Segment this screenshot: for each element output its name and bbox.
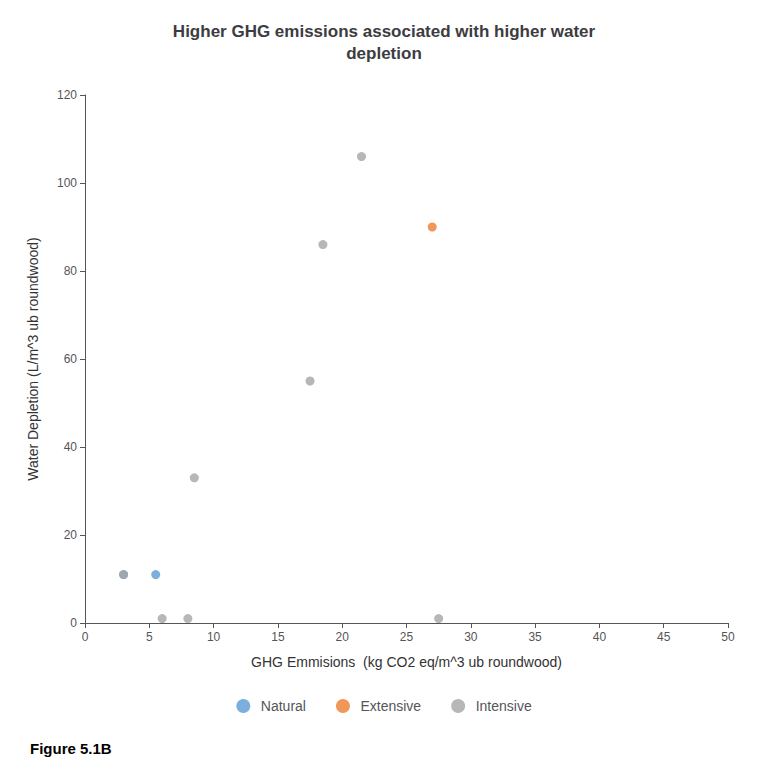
svg-text:45: 45 (657, 630, 671, 644)
svg-text:100: 100 (57, 176, 77, 190)
svg-text:40: 40 (64, 440, 78, 454)
svg-text:Intensive: Intensive (476, 698, 532, 714)
svg-text:GHG Emmisions (kg CO2 eq/m^3: GHG Emmisions (kg CO2 eq/m^3 ub roundwoo… (251, 654, 562, 670)
svg-text:35: 35 (528, 630, 542, 644)
svg-text:depletion: depletion (346, 44, 422, 63)
svg-text:10: 10 (207, 630, 221, 644)
svg-text:80: 80 (64, 264, 78, 278)
svg-text:Extensive: Extensive (360, 698, 421, 714)
svg-text:Higher GHG emissions associate: Higher GHG emissions associated with hig… (173, 22, 596, 41)
svg-text:60: 60 (64, 352, 78, 366)
svg-text:Natural: Natural (261, 698, 306, 714)
svg-text:Water Depletion (L/m^3 ub roun: Water Depletion (L/m^3 ub roundwood) (25, 237, 41, 480)
svg-text:25: 25 (400, 630, 414, 644)
svg-text:20: 20 (336, 630, 350, 644)
svg-text:40: 40 (593, 630, 607, 644)
svg-text:20: 20 (64, 528, 78, 542)
svg-text:30: 30 (464, 630, 478, 644)
svg-text:Figure 5.1B: Figure 5.1B (30, 740, 112, 757)
svg-text:120: 120 (57, 88, 77, 102)
svg-text:0: 0 (70, 616, 77, 630)
svg-text:5: 5 (146, 630, 153, 644)
svg-text:15: 15 (271, 630, 285, 644)
svg-text:50: 50 (721, 630, 735, 644)
svg-text:0: 0 (82, 630, 89, 644)
